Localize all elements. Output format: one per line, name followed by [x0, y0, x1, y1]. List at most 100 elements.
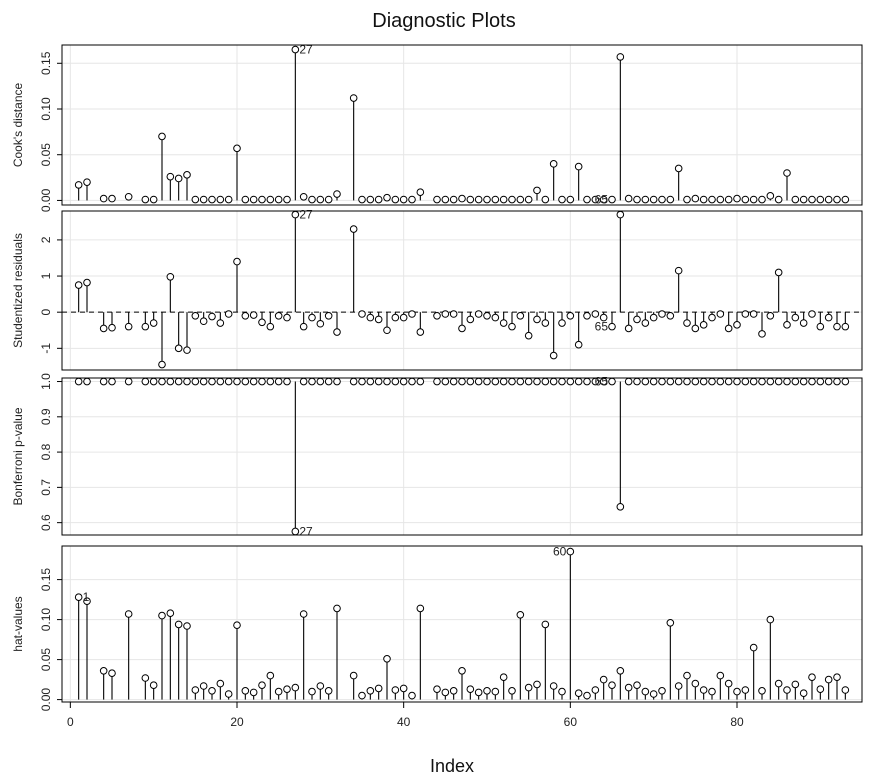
data-point: [516, 311, 525, 320]
data-point: [149, 319, 158, 327]
data-point: [816, 195, 825, 204]
x-axis: 0 20 40 60 80: [67, 702, 744, 729]
data-point: [249, 688, 258, 697]
data-point: [833, 195, 841, 204]
data-point: [324, 195, 333, 204]
data-point: [758, 195, 766, 204]
y-tick-label: 0.00: [39, 188, 53, 212]
data-point: [508, 377, 516, 386]
data-point: [766, 311, 775, 320]
data-point: [674, 377, 683, 386]
data-point: [824, 675, 833, 684]
data-point: [524, 195, 533, 204]
data-point: [708, 195, 716, 204]
data-point: [433, 377, 441, 386]
data-point: [549, 160, 558, 168]
x-tick-label: 40: [397, 715, 411, 729]
x-tick-label: 80: [730, 715, 744, 729]
data-point: [758, 377, 766, 386]
data-point: [841, 377, 850, 386]
data-point: [333, 190, 341, 198]
data-point: [199, 377, 208, 386]
data-point: [166, 172, 175, 181]
y-tick-label: 0.05: [39, 143, 53, 167]
data-point: [124, 610, 133, 618]
data-point: [366, 377, 375, 386]
data-point: [808, 377, 816, 386]
panels-group: 0.00 0.05 0.10 0.15 Cook's distance 27 65 -1 0 1 2…: [11, 43, 863, 711]
data-point: [333, 377, 341, 386]
data-point: [616, 667, 625, 675]
data-point: [533, 186, 541, 195]
data-point: [533, 680, 541, 689]
data-point: [374, 377, 383, 386]
data-point: [833, 322, 841, 331]
data-point: [808, 195, 816, 204]
y-tick-label: 0.6: [39, 514, 53, 531]
data-point: [174, 344, 183, 353]
data-point: [283, 195, 291, 204]
data-point: [658, 195, 666, 204]
data-point: [549, 351, 558, 360]
data-point: [433, 685, 441, 694]
data-point: [483, 195, 491, 204]
data-point: [699, 377, 708, 386]
data-point: [274, 195, 283, 204]
data-point: [583, 377, 591, 386]
y-tick-label: 0.10: [39, 97, 53, 121]
data-point: [158, 360, 166, 369]
y-axis-label: hat-values: [11, 596, 25, 651]
data-point: [291, 527, 300, 536]
data-point: [349, 94, 358, 102]
data-point: [183, 622, 191, 630]
data-point: [699, 321, 708, 329]
data-point: [383, 377, 391, 386]
data-point: [249, 311, 258, 319]
data-point: [74, 593, 83, 602]
data-point: [283, 685, 291, 694]
data-point: [449, 195, 458, 204]
data-point: [258, 681, 266, 690]
data-point: [633, 377, 641, 386]
data-point: [233, 377, 241, 386]
data-point: [816, 322, 825, 331]
y-tick-label: 0: [39, 309, 53, 316]
data-point: [791, 680, 800, 689]
data-point: [841, 686, 850, 694]
data-point: [449, 310, 458, 318]
data-point: [183, 377, 191, 386]
data-point: [83, 597, 91, 606]
data-point: [699, 686, 708, 694]
data-point: [216, 679, 225, 688]
data-point: [641, 687, 650, 696]
data-point: [208, 377, 216, 386]
data-point: [724, 377, 733, 386]
data-point: [491, 313, 500, 322]
data-point: [708, 687, 716, 696]
data-point: [399, 377, 408, 386]
data-point: [83, 178, 91, 186]
data-point: [408, 310, 416, 318]
data-point: [566, 377, 575, 386]
data-point: [741, 686, 750, 694]
data-point: [799, 377, 808, 386]
data-point: [108, 323, 116, 332]
data-point: [358, 310, 366, 318]
data-point: [733, 194, 741, 203]
data-point: [224, 377, 233, 386]
data-point: [766, 615, 775, 624]
data-point: [483, 311, 491, 320]
data-point: [541, 319, 550, 327]
data-point: [641, 319, 650, 327]
data-point: [824, 377, 833, 386]
panel-4: 0.00 0.05 0.10 0.15 hat-values 1 60: [11, 545, 863, 711]
data-point: [291, 683, 300, 692]
data-point: [458, 324, 466, 333]
data-point: [291, 210, 300, 219]
data-point: [141, 195, 150, 204]
data-point: [266, 322, 275, 331]
data-point: [733, 321, 741, 329]
data-point: [99, 667, 108, 675]
y-axis-label: Bonferroni p-value: [11, 407, 25, 505]
data-point: [391, 313, 400, 322]
